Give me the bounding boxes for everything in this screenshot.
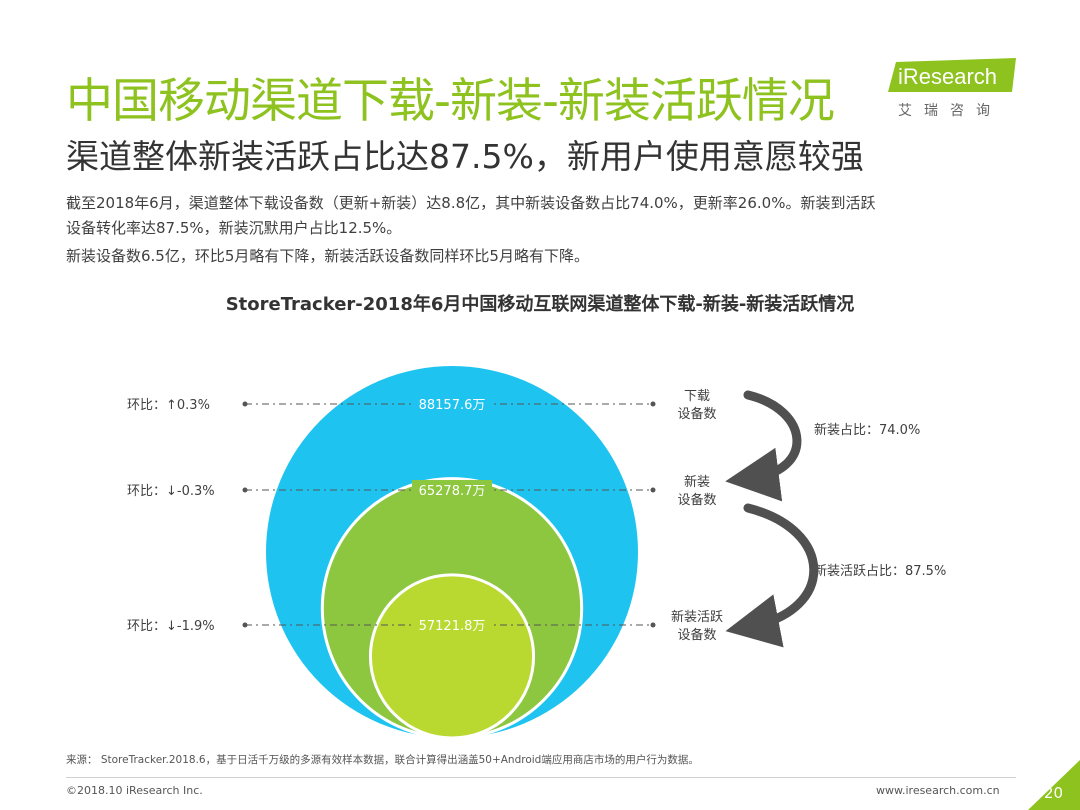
summary-line: 设备转化率达87.5%，新装沉默用户占比12.5%。 (66, 219, 402, 237)
level-label: 设备数 (677, 492, 716, 508)
mom-label: 环比：↑0.3% (127, 398, 210, 413)
leader-dot (242, 622, 248, 628)
summary-line: 截至2018年6月，渠道整体下载设备数（更新+新装）达8.8亿，其中新装设备数占… (66, 194, 876, 212)
leader-dot (650, 487, 656, 493)
value-label-bg (412, 615, 492, 635)
footer-divider (66, 777, 1016, 778)
value-label: 88157.6万 (419, 398, 486, 413)
iresearch-logo: iResearch (888, 58, 1016, 92)
ratio-label: 新装活跃占比：87.5% (814, 563, 946, 579)
level-label: 设备数 (677, 406, 716, 422)
leader-dot (650, 622, 656, 628)
logo-wordmark: iResearch (898, 64, 997, 89)
chart-title: StoreTracker-2018年6月中国移动互联网渠道整体下载-新装-新装活… (225, 294, 855, 315)
leader-dot (242, 487, 248, 493)
logo-chinese-name: 艾瑞咨询 (898, 103, 1002, 119)
value-label: 57121.8万 (419, 619, 486, 634)
leader-dot (242, 401, 248, 407)
page-corner-triangle (1028, 760, 1080, 810)
value-label-bg (412, 480, 492, 500)
value-label: 65278.7万 (419, 484, 486, 499)
level-label: 下载 (684, 389, 710, 404)
flow-arrow (725, 503, 819, 648)
mom-label: 环比：↓-0.3% (127, 484, 215, 499)
site-url[interactable]: www.iresearch.com.cn (876, 784, 1000, 797)
leader-dot (650, 401, 656, 407)
value-label-bg (412, 394, 492, 414)
page-number: 20 (1044, 784, 1064, 802)
active-circle (368, 573, 536, 740)
page-title: 中国移动渠道下载-新装-新装活跃情况 (66, 74, 835, 129)
ratio-label: 新装占比：74.0% (814, 422, 920, 438)
source-note: 来源： StoreTracker.2018.6，基于日活千万级的多源有效样本数据… (66, 754, 699, 766)
copyright: ©2018.10 iResearch Inc. (66, 784, 203, 797)
flow-arrow (725, 390, 802, 502)
level-label: 新装 (684, 474, 710, 490)
level-label: 设备数 (677, 627, 716, 643)
mom-label: 环比：↓-1.9% (127, 619, 215, 634)
level-label: 新装活跃 (671, 609, 723, 625)
summary-line: 新装设备数6.5亿，环比5月略有下降，新装活跃设备数同样环比5月略有下降。 (66, 247, 589, 265)
page-subtitle: 渠道整体新装活跃占比达87.5%，新用户使用意愿较强 (66, 137, 864, 176)
